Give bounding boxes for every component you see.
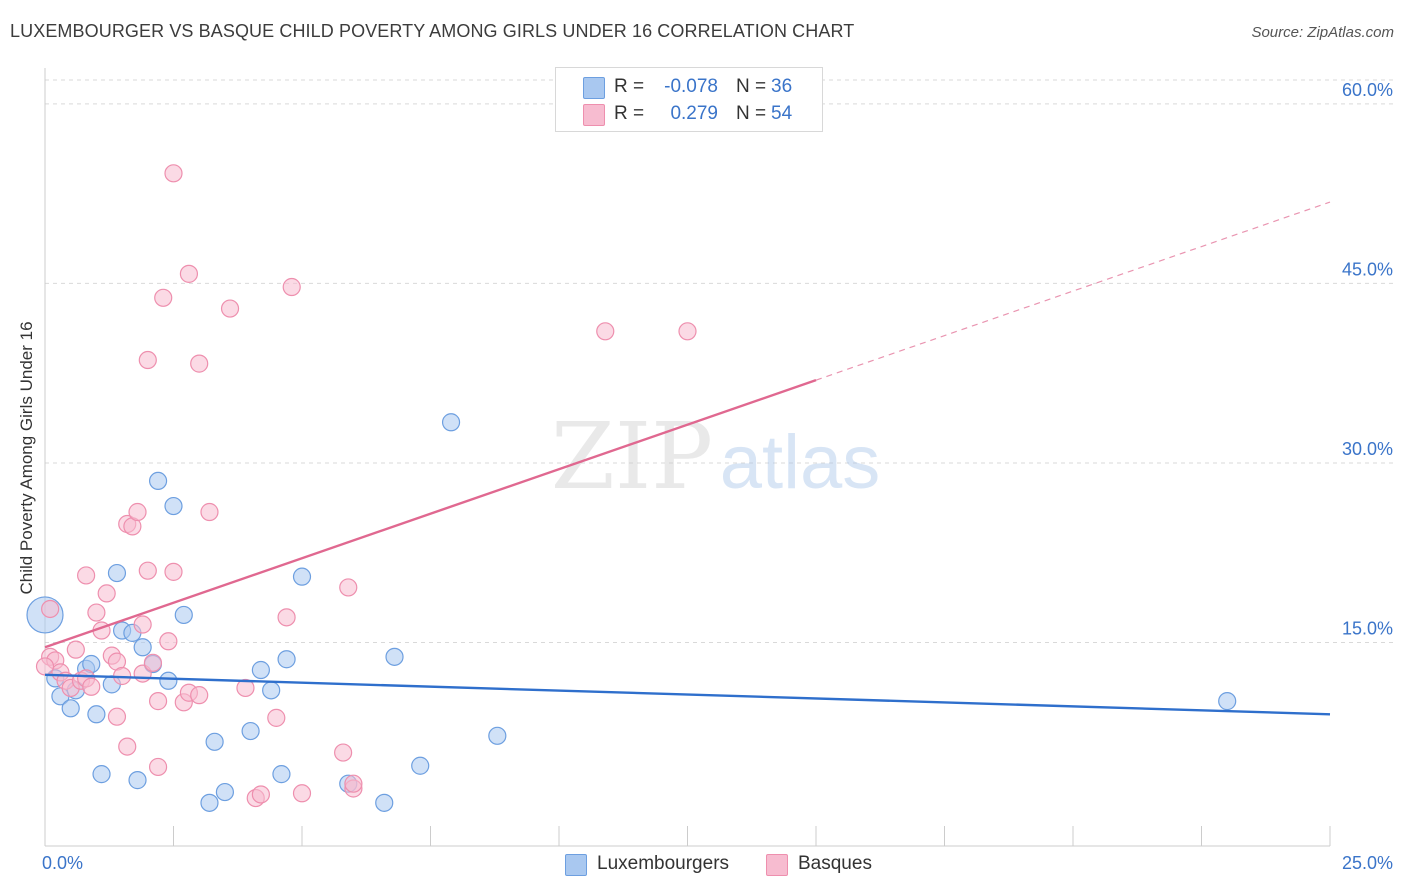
data-point [133,615,152,634]
data-point [277,650,296,669]
y-tick-label: 15.0% [1342,618,1393,638]
data-point [251,660,270,680]
x-tick-label: 0.0% [42,853,83,873]
data-point [375,793,394,812]
watermark-atlas: atlas [720,420,881,505]
trend-line-extension [815,201,1331,381]
data-point [97,584,116,603]
data-point [87,603,106,622]
data-point [107,563,127,583]
data-point [339,578,358,597]
data-point [92,765,111,784]
data-point [77,566,96,585]
data-point [179,264,199,283]
legend-swatch-pink [766,854,788,876]
legend-r-value: -0.078 [664,76,718,97]
data-point [241,721,260,741]
data-point [107,707,127,726]
data-point [82,677,101,696]
chart-title: LUXEMBOURGER VS BASQUE CHILD POVERTY AMO… [10,21,855,41]
data-point [35,657,55,676]
data-point [66,640,85,659]
data-point [385,647,404,666]
y-axis-label: Child Poverty Among Girls Under 16 [17,321,36,595]
legend-n-label: N = [736,76,767,97]
legend-r-label: R = [614,103,645,124]
trend-line [44,378,817,649]
data-point [164,562,183,581]
legend-r-value: 0.279 [670,103,718,124]
data-point [205,732,224,751]
y-tick-label: 45.0% [1342,259,1393,279]
watermark-zip: ZIP [551,403,713,510]
data-point [164,164,183,183]
data-point [164,496,183,516]
data-point [61,699,80,718]
data-point [277,608,296,627]
legend-label: Luxembourgers [597,853,730,874]
data-point [267,708,286,727]
gridlines [45,79,1395,643]
data-point [128,771,147,790]
data-point [236,678,255,698]
legend-n-value: 54 [771,103,793,124]
data-point [148,757,168,777]
data-point [118,737,137,756]
data-point [262,681,281,700]
legend-swatch-pink [583,104,605,126]
data-point [41,599,60,619]
trend-line [44,673,1331,716]
data-point [488,726,507,745]
data-point [596,322,615,341]
axes [44,68,1331,847]
legend-swatch-blue [565,854,587,876]
y-tick-label: 30.0% [1342,439,1393,459]
watermark: ZIP atlas [551,403,880,510]
data-point [215,782,234,802]
data-point [220,299,240,318]
legend-r-label: R = [614,76,645,97]
data-point [138,350,157,370]
legend-label: Basques [798,853,872,874]
data-point [128,502,147,522]
trend-lines [44,201,1331,716]
tick-labels: 15.0% 30.0% 45.0% 60.0% 0.0% 25.0% [42,80,1393,873]
data-point [1218,692,1237,711]
data-point [678,322,697,341]
data-point [200,502,219,522]
data-point [148,692,168,711]
data-point [87,705,106,724]
data-point [282,277,301,297]
data-point [154,288,173,307]
data-point [272,765,291,784]
data-point [251,785,270,804]
legend-n-value: 36 [771,76,793,97]
data-point [200,793,219,812]
legend-swatch-blue [583,77,605,99]
data-point [148,471,168,491]
x-tick-label: 25.0% [1342,853,1393,873]
data-point [174,605,193,625]
series-legend: Luxembourgers Basques [0,852,1406,878]
data-point [334,743,353,762]
data-point [344,774,363,793]
data-point [292,784,312,803]
legend-n-label: N = [736,103,767,124]
data-point [159,671,178,690]
data-point [159,632,178,651]
data-point [143,653,163,672]
y-tick-label: 60.0% [1342,80,1393,100]
data-point [441,413,461,432]
data-point [292,567,312,586]
correlation-legend: R = -0.078 N = 36 R = 0.279 N = 54 [555,67,823,132]
data-point [190,354,209,373]
data-point [138,561,157,580]
source-label: Source: ZipAtlas.com [1251,24,1394,41]
data-point [411,756,430,775]
data-point [190,686,209,705]
data-point [133,638,152,657]
